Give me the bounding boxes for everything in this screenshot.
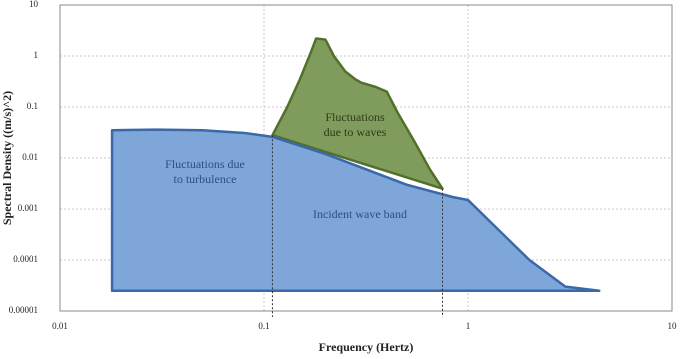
y-tick-label: 0.01 [22,152,38,162]
area [271,37,444,190]
plot-frame [59,4,673,312]
x-tick-label: 10 [668,321,678,331]
x-tick-label: 0.1 [258,321,269,331]
annotation: due to waves [324,125,387,139]
annotation: Fluctuations due [165,157,245,171]
y-tick-label: 0.001 [18,203,38,213]
y-tick-label: 0.0001 [13,254,38,264]
y-tick-label: 0.00001 [9,305,38,315]
annotation: Incident wave band [313,207,407,221]
x-axis-label: Frequency (Hertz) [319,340,414,354]
area [110,128,601,292]
x-tick-label: 0.01 [52,321,68,331]
y-tick-label: 10 [29,0,39,9]
annotation: to turbulence [174,172,237,186]
y-axis-label: Spectral Density ((m/s)^2) [0,91,14,225]
y-tick-label: 0.1 [27,101,38,111]
x-tick-label: 1 [466,321,471,331]
annotation: Fluctuations [325,110,385,124]
y-tick-label: 1 [34,50,39,60]
